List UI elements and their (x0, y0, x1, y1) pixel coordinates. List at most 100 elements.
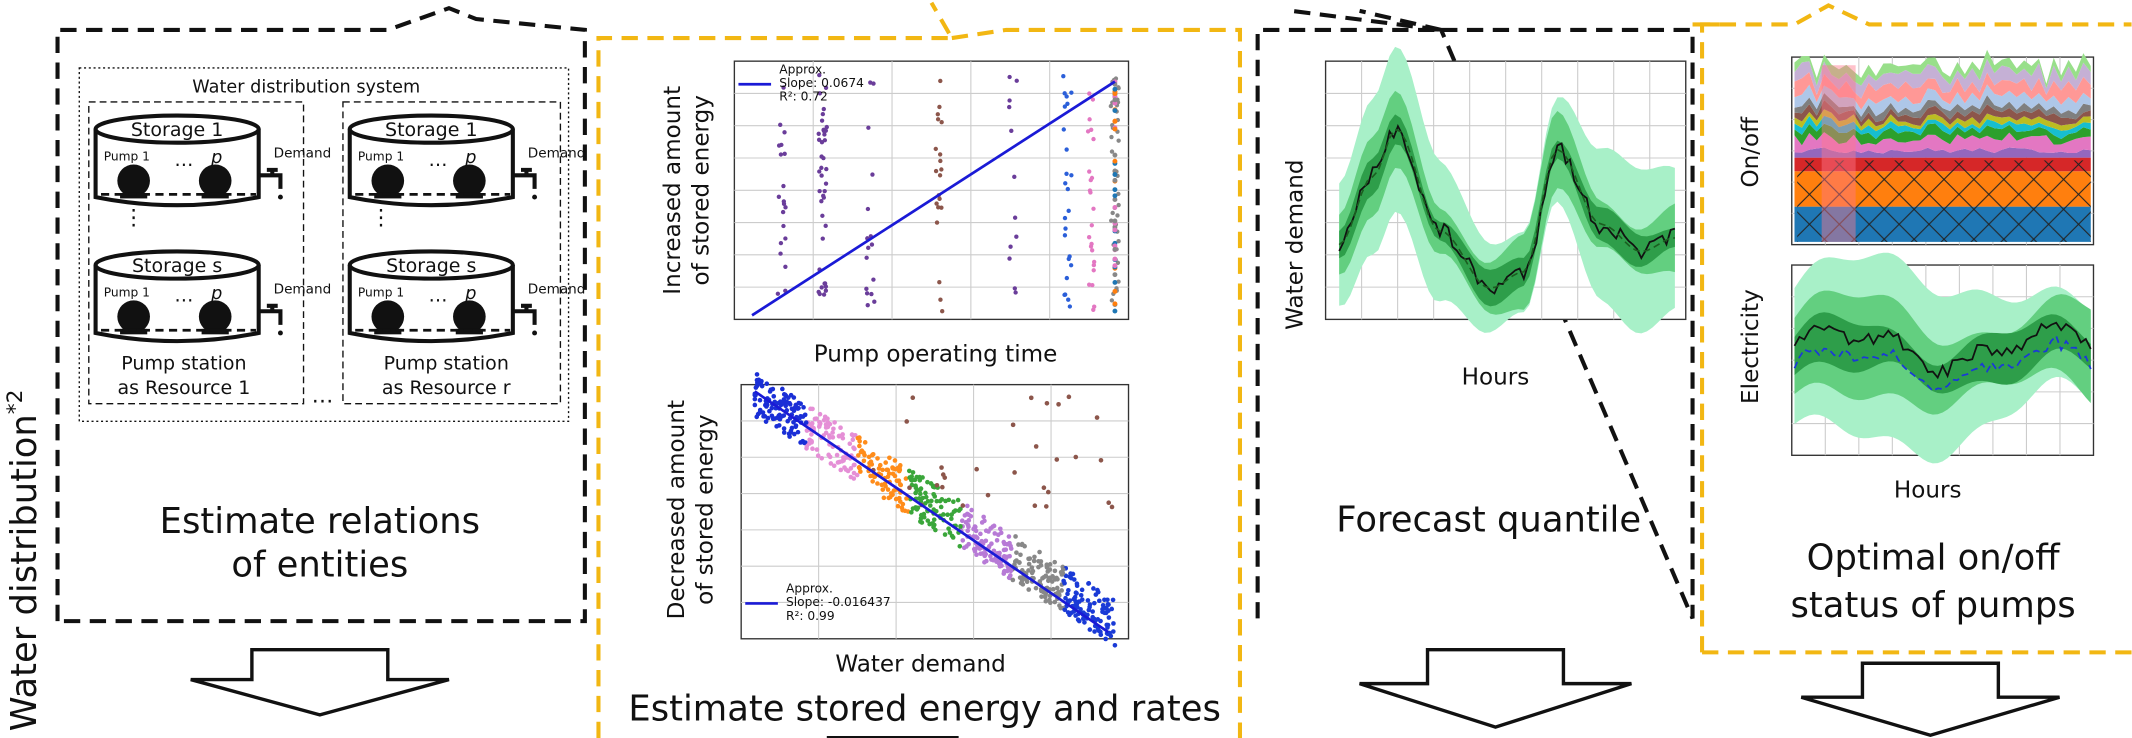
scatter-point (1092, 616, 1097, 622)
scatter-point (862, 452, 867, 458)
scatter-point (1116, 86, 1121, 91)
scatter-point (1098, 618, 1103, 624)
scatter-point (831, 426, 836, 432)
scatter-point (910, 506, 916, 511)
panel-frame (1700, 3, 2132, 655)
scatter-point (940, 472, 946, 477)
scatter-point (888, 491, 894, 496)
scatter-point (991, 523, 997, 529)
scatter-point (887, 494, 893, 500)
scatter-point (1116, 191, 1121, 197)
scatter-point (938, 158, 943, 164)
scatter-point (821, 155, 826, 161)
scatter-point (1091, 262, 1097, 268)
scatter-point (1097, 598, 1102, 604)
scatter-point (815, 453, 821, 458)
scatter-point (809, 432, 814, 437)
scatter-point (817, 411, 823, 417)
scatter-point (914, 474, 919, 480)
x-axis-label: Water demand (835, 651, 1005, 677)
scatter-point (1052, 568, 1058, 574)
scatter-point (974, 552, 979, 558)
scatter-point (871, 277, 876, 282)
caption: Forecast quantile (1336, 499, 1641, 540)
caption: status of pumps (1791, 585, 2076, 626)
scatter-point (1008, 244, 1013, 249)
scatter-point (802, 412, 808, 418)
scatter-point (1116, 202, 1121, 208)
faucet (258, 303, 283, 325)
scatter-point (1036, 558, 1041, 564)
scatter-point (1061, 578, 1066, 584)
scatter-point (1087, 627, 1093, 632)
scatter-point (1066, 208, 1071, 214)
scatter-point (910, 470, 916, 475)
y-axis-label: Decreased amount (664, 400, 690, 619)
scatter-point (966, 524, 971, 530)
scatter-point (994, 538, 1000, 543)
scatter-point (1106, 608, 1111, 614)
scatter-point (897, 467, 903, 473)
scatter-point (825, 424, 831, 430)
scatter-point (1026, 587, 1032, 592)
scatter-point (981, 514, 986, 520)
scatter-point (951, 509, 957, 514)
scatter-point (1112, 227, 1118, 233)
scatter-point (1051, 586, 1056, 592)
scatter-point (1031, 558, 1037, 564)
scatter-point (819, 118, 825, 123)
stack-layer (1794, 58, 2091, 99)
scatter-point (1030, 568, 1036, 574)
scatter-point (783, 264, 788, 269)
scatter-point (914, 507, 920, 512)
scatter-point (823, 181, 829, 186)
scatter-point (937, 280, 942, 285)
x-axis-label: Hours (1894, 477, 1962, 503)
scatter-point (1043, 504, 1049, 509)
scatter-point (780, 209, 786, 215)
scatter-point (985, 492, 991, 498)
scatter-point (1050, 574, 1055, 579)
scatter-point (875, 456, 880, 461)
scatter-point (1112, 158, 1118, 164)
stack-layer (1794, 84, 2091, 117)
scatter-point (1089, 127, 1094, 132)
scatter-point (1057, 603, 1062, 608)
scatter-point (910, 395, 916, 401)
scatter-point (959, 518, 965, 524)
scatter-point (1098, 632, 1104, 638)
scatter-point (1033, 585, 1039, 591)
scatter-point (1091, 206, 1096, 211)
scatter-point (1112, 272, 1118, 278)
scatter-point (819, 199, 824, 204)
scatter-point (885, 487, 891, 492)
scatter-point (804, 428, 810, 433)
scatter-point (1012, 174, 1017, 180)
scatter-point (826, 452, 831, 458)
scatter-point (1107, 630, 1112, 636)
demand-label: Demand (528, 282, 586, 298)
scatter-point (1089, 248, 1095, 253)
legend-text: Slope: 0.0674 (779, 76, 864, 90)
scatter-point (1061, 74, 1066, 79)
scatter-point (1062, 104, 1068, 109)
scatter-point (1109, 218, 1114, 223)
scatter-point (1100, 606, 1105, 612)
quantile-band (1794, 290, 2091, 415)
storage-label: Storage 1 (385, 119, 478, 141)
scatter-point (782, 130, 787, 135)
scatter-point (918, 491, 923, 497)
scatter-point (1043, 598, 1049, 604)
pump (117, 300, 150, 333)
drop (277, 330, 283, 336)
scatter-point (934, 220, 940, 225)
scatter-point (1112, 642, 1118, 648)
scatter-point (775, 291, 781, 296)
scatter-point (1047, 597, 1052, 603)
scatter-point (931, 507, 937, 512)
scatter-point (1093, 592, 1099, 597)
scatter-point (996, 532, 1001, 538)
scatter-point (807, 441, 812, 446)
scatter-point (940, 484, 945, 490)
scatter-point (933, 168, 939, 174)
